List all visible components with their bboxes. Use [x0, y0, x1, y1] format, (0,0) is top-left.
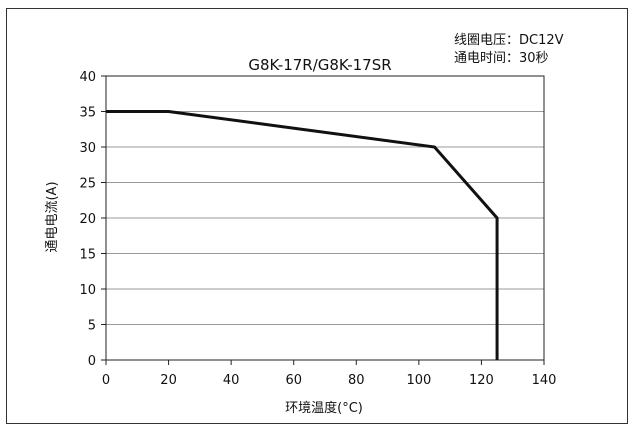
x-tick-label: 20 [160, 373, 177, 388]
x-tick-label: 40 [223, 373, 240, 388]
annotation-coil-voltage: 线圈电压：DC12V [454, 33, 564, 48]
y-tick-label: 15 [79, 248, 96, 263]
grid [106, 111, 544, 325]
y-tick-label: 0 [88, 354, 96, 369]
x-tick-label: 80 [348, 373, 365, 388]
x-tick-label: 0 [102, 373, 110, 388]
plot-area [105, 75, 545, 361]
annotation-energize-time: 通电时间：30秒 [454, 51, 549, 66]
y-tick-label: 40 [79, 70, 96, 85]
y-tick-label: 10 [79, 283, 96, 298]
figure-frame [6, 8, 628, 424]
y-axis-label: 通电电流(A) [45, 181, 60, 252]
x-axis-label: 环境温度(°C) [285, 400, 363, 416]
axis-ticks: 0 5 10 15 20 25 30 35 40 0 20 40 60 80 100 120 140 [79, 70, 556, 388]
y-tick-label: 35 [79, 106, 96, 121]
y-tick-label: 25 [79, 177, 96, 192]
chart-title: G8K-17R/G8K-17SR [248, 56, 391, 74]
y-tick-label: 20 [79, 212, 96, 227]
x-tick-label: 140 [532, 373, 557, 388]
y-tick-label: 5 [88, 319, 96, 334]
x-tick-label: 100 [406, 373, 431, 388]
x-tick-label: 120 [469, 373, 494, 388]
y-tick-label: 30 [79, 141, 96, 156]
series-line [106, 110, 499, 360]
series-group [106, 110, 499, 360]
x-tick-label: 60 [285, 373, 302, 388]
